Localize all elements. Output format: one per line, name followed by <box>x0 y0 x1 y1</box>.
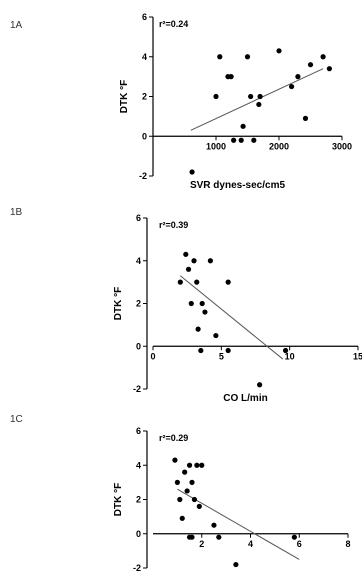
data-point <box>189 534 195 540</box>
y-axis-label: DTK °F <box>113 287 124 320</box>
data-point <box>194 279 200 285</box>
chart-1a: -2 0 2 4 6 1000 2000 3000 DTK °F SVR dynes-sec/cm… <box>119 12 352 191</box>
panel-label-1b: 1B <box>10 207 23 218</box>
data-point <box>191 496 198 503</box>
y-tick-label: 4 <box>136 460 141 470</box>
y-axis-label: DTK °F <box>119 80 130 113</box>
y-tick-label: 4 <box>136 256 141 266</box>
data-point <box>189 479 195 485</box>
x-tick-label: 8 <box>345 539 350 549</box>
data-point <box>326 66 332 72</box>
data-point <box>257 93 263 100</box>
data-point <box>225 279 231 285</box>
data-point <box>198 347 204 354</box>
data-point <box>228 74 234 80</box>
y-tick-label: 6 <box>142 12 147 22</box>
data-point <box>183 251 189 257</box>
panel-label-1a: 1A <box>10 20 23 31</box>
y-tick-label: 6 <box>136 426 141 436</box>
data-point <box>257 382 263 388</box>
r-squared-annotation: r²=0.24 <box>159 19 188 29</box>
data-point <box>256 101 262 108</box>
data-point <box>289 83 295 90</box>
data-point <box>186 462 193 468</box>
data-point <box>177 496 183 503</box>
y-tick-label: 2 <box>136 299 141 309</box>
chart-1b: -2 0 2 4 6 0 5 10 15 DTK °F CO L/min r²=0.39 <box>113 213 362 404</box>
data-point <box>248 93 254 100</box>
y-tick-label: 0 <box>142 131 147 141</box>
data-point <box>213 93 219 100</box>
data-point <box>199 462 205 468</box>
data-point <box>307 62 314 68</box>
data-point <box>202 309 208 315</box>
y-tick-label: 2 <box>142 92 147 102</box>
data-point <box>184 488 190 494</box>
data-point <box>185 266 192 272</box>
y-tick-label: 4 <box>142 52 147 62</box>
x-tick-label: 3000 <box>332 141 352 151</box>
panel-label-1c: 1C <box>10 414 23 425</box>
regression-line <box>177 488 300 560</box>
data-point <box>217 54 223 60</box>
data-point <box>207 258 213 264</box>
x-tick-label: 2 <box>199 539 204 549</box>
data-point <box>291 534 297 540</box>
data-point <box>216 534 222 540</box>
y-axis-label: DTK °F <box>113 483 124 516</box>
data-point <box>196 503 202 509</box>
data-point <box>213 332 219 339</box>
chart-1c: -2 0 2 4 6 2 4 6 8 DTK °F r²=0.29 <box>113 426 351 573</box>
data-point <box>231 137 237 143</box>
x-tick-label: 10 <box>285 351 295 361</box>
r-squared-annotation: r²=0.39 <box>159 220 188 230</box>
data-point <box>244 54 251 60</box>
data-point <box>188 300 194 307</box>
data-point <box>302 115 309 121</box>
data-point <box>240 123 246 129</box>
data-point <box>194 462 200 468</box>
data-point <box>174 479 180 485</box>
regression-line <box>180 275 284 360</box>
data-point <box>211 522 217 528</box>
y-tick-label: 6 <box>136 213 141 223</box>
x-tick-label: 6 <box>297 539 302 549</box>
x-tick-label: 15 <box>353 351 362 361</box>
data-point <box>191 258 197 264</box>
y-tick-label: 0 <box>136 529 141 539</box>
data-point <box>172 457 178 463</box>
y-tick-label: -2 <box>133 563 141 573</box>
data-point <box>179 515 185 521</box>
data-point <box>177 279 183 285</box>
data-point <box>295 74 301 80</box>
x-tick-label: 5 <box>219 351 224 361</box>
data-point <box>199 300 205 307</box>
y-tick-label: 2 <box>136 495 141 505</box>
y-tick-label: -2 <box>133 384 141 394</box>
x-tick-label: 2000 <box>269 141 289 151</box>
x-tick-label: 1000 <box>206 141 226 151</box>
data-point <box>282 347 289 354</box>
data-point <box>225 347 231 354</box>
regression-line <box>190 68 324 131</box>
data-point <box>182 469 188 475</box>
x-axis-label: CO L/min <box>223 393 267 404</box>
data-point <box>195 326 201 332</box>
data-point <box>238 137 244 143</box>
data-point <box>189 169 195 175</box>
y-tick-label: 0 <box>136 341 141 351</box>
data-point <box>320 54 326 60</box>
x-axis-label: SVR dynes-sec/cm5 <box>190 180 285 191</box>
y-tick-label: -2 <box>139 171 147 181</box>
data-point <box>233 561 239 568</box>
r-squared-annotation: r²=0.29 <box>159 433 188 443</box>
x-tick-label: 4 <box>248 539 253 549</box>
data-point <box>251 137 257 143</box>
data-point <box>276 48 282 54</box>
x-tick-label: 0 <box>150 351 155 361</box>
